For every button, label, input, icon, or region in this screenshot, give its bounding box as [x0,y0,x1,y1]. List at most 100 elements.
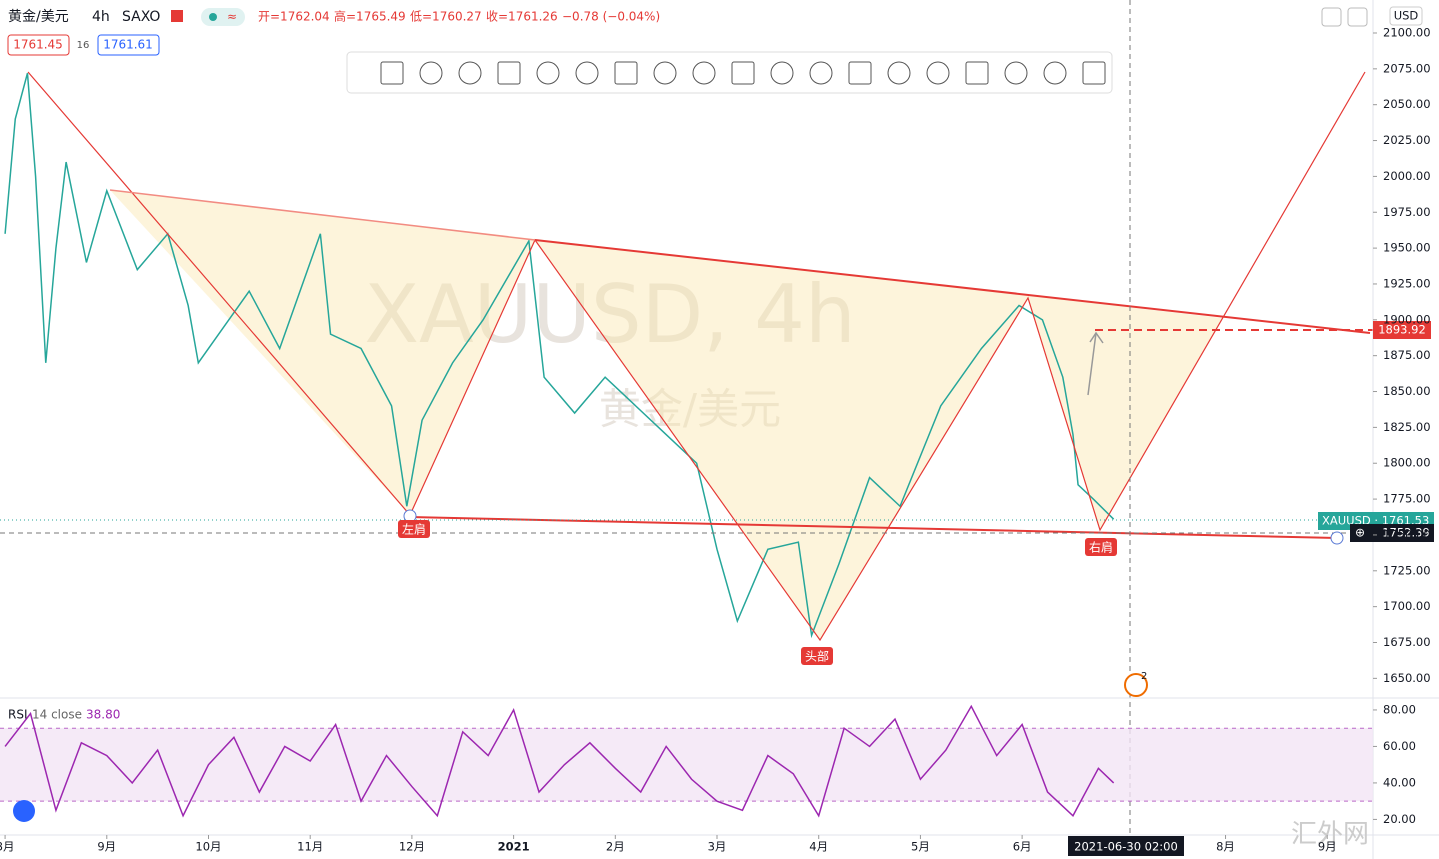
rsi-line [4,704,1115,818]
y-tick-label: 2025.00 [1383,133,1431,147]
price-tag [1373,321,1431,339]
reset-button[interactable] [1347,7,1368,27]
y-tick-label: 1975.00 [1383,205,1431,219]
spread: 16 [77,40,90,51]
scroll-button[interactable] [1321,7,1342,27]
y-tick-label: 2050.00 [1383,97,1431,111]
x-tick-label: 12月 [399,840,425,854]
watermark-sub: 黄金/美元 [599,385,781,434]
tool-button[interactable] [926,61,950,85]
tool-button[interactable] [614,61,638,85]
y-tick-label: 1900.00 [1383,312,1431,326]
x-tick-label: 4月 [809,840,828,854]
tool-button[interactable] [887,61,911,85]
tool-button[interactable] [692,61,716,85]
tool-button[interactable] [575,61,599,85]
y-tick-label: 2075.00 [1383,61,1431,75]
tool-button[interactable] [497,61,521,85]
status[interactable] [201,8,245,26]
annotation: 左肩 [402,522,426,537]
crosshair-time: 2021-06-30 02:00 [1074,840,1178,854]
symbol: 黄金/美元 [8,8,69,25]
trend-line [109,189,536,241]
exchange: SAXO [122,9,160,25]
label-bg [398,520,430,538]
x-tick-label: 3月 [708,840,727,854]
logo[interactable] [13,800,35,822]
y-tick-label: 1825.00 [1383,420,1431,434]
event-icon[interactable] [1124,673,1148,697]
price-line [4,72,1115,639]
tool-button[interactable] [770,61,794,85]
tool-button[interactable] [731,61,755,85]
rsi-params: 14 close [32,708,82,722]
bid: 1761.45 [13,38,63,52]
x-tick-label: 5月 [911,840,930,854]
tool-button[interactable] [809,61,833,85]
tool-button[interactable] [536,61,560,85]
rsi-tick-label: 40.00 [1383,775,1416,789]
currency: USD [1394,9,1419,23]
label-bg [801,647,833,665]
x-tick-label: 10月 [195,840,221,854]
bid-box[interactable] [7,34,70,56]
flag[interactable] [171,10,183,22]
interval: 4h [92,9,110,25]
x-tick-label: 9月 [1318,840,1337,854]
ohlc-value: −0.78 (−0.04%) [562,10,660,24]
status-icon: ≈ [227,10,237,24]
status-dot [209,13,217,21]
ohlc-value: 高=1765.49 [334,9,406,24]
tool-button[interactable] [848,61,872,85]
site-watermark: 汇外网 [1291,820,1369,850]
tool-button[interactable] [653,61,677,85]
tool-button[interactable] [419,61,443,85]
x-tick-label: 2021 [498,840,530,854]
y-tick-label: 1850.00 [1383,384,1431,398]
ask: 1761.61 [103,38,153,52]
target-price: 1893.92 [1378,323,1426,337]
y-tick-label: 1775.00 [1383,492,1431,506]
y-tick-label: 1675.00 [1383,635,1431,649]
ohlc-value: 开=1762.04 [258,10,330,24]
ohlc-value: 低=1760.27 [410,10,482,24]
rsi-tick-label: 80.00 [1383,702,1416,716]
y-tick-label: 1925.00 [1383,276,1431,290]
tool-button[interactable] [1082,61,1106,85]
x-tick-label: 11月 [297,840,323,854]
x-tick-label: 8月 [0,840,14,854]
tool-button[interactable] [380,61,404,85]
arrow [1087,331,1104,396]
annotation: 右肩 [1089,540,1113,555]
y-tick-label: 2000.00 [1383,169,1431,183]
x-tick-label: 2月 [606,840,625,854]
tool-button[interactable] [965,61,989,85]
rsi-tick-label: 20.00 [1383,812,1416,826]
neckline-top [534,239,1371,334]
y-tick-label: 2100.00 [1383,25,1431,39]
y-tick-label: 1800.00 [1383,456,1431,470]
tool-button[interactable] [458,61,482,85]
ask-box[interactable] [97,34,160,56]
tool-button[interactable] [1004,61,1028,85]
label-bg [1085,538,1117,556]
y-tick-label: 1650.00 [1383,671,1431,685]
y-tick-label: 1950.00 [1383,241,1431,255]
crosshair-price: 1752.39 [1382,526,1430,540]
currency-box[interactable] [1389,6,1423,26]
rsi-tick-label: 60.00 [1383,739,1416,753]
crosshair-time-tag [1068,836,1184,856]
y-tick-label: 1875.00 [1383,348,1431,362]
y-tick-label: 1750.00 [1383,527,1431,541]
annotation: 头部 [805,649,829,664]
tool-button[interactable] [1043,61,1067,85]
handle[interactable] [1330,531,1344,545]
x-tick-label: 8月 [1216,840,1235,854]
plus[interactable]: ⊕ [1355,526,1365,540]
y-tick-label: 1725.00 [1383,563,1431,577]
rsi-name: RSI [8,708,28,722]
rsi-last: 38.80 [86,708,120,722]
pattern-fill [110,190,1222,640]
